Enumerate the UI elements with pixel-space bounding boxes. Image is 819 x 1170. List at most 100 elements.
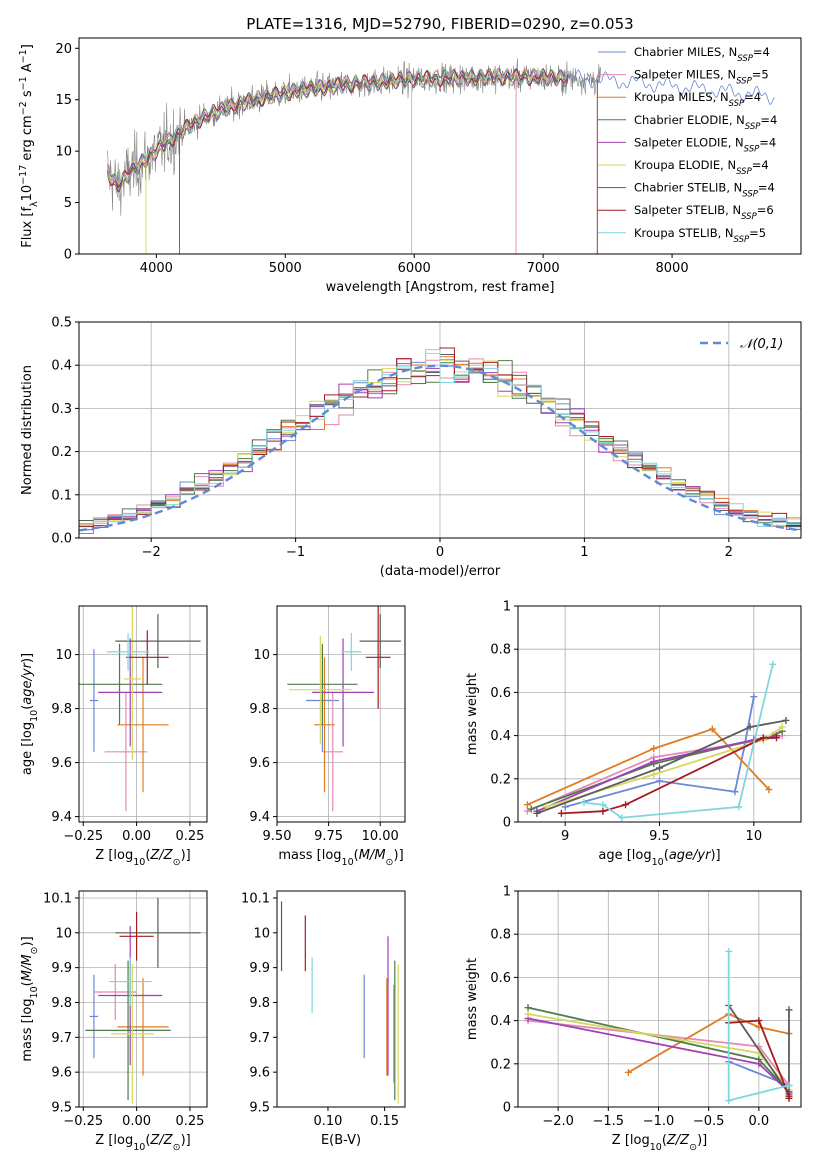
legend-entry-tail: =6 xyxy=(757,203,774,217)
residuals-xtick-label: 2 xyxy=(725,545,733,560)
legend-entry-sub: SSP xyxy=(741,212,757,222)
weight-vs-age-xlabel-part: age [log xyxy=(598,848,651,863)
age-vs-mass-ytick-label: 9.6 xyxy=(249,756,270,771)
mass-vs-ebv-ytick-label: 9.9 xyxy=(249,961,270,976)
spectrum-ylabel-part: ] xyxy=(20,44,35,49)
weight-vs-age-xlabel: age [log10(age/yr)] xyxy=(598,848,720,868)
weight-vs-age-ylabel: mass weight xyxy=(465,673,480,755)
residuals-xtick-label: 0 xyxy=(436,545,444,560)
weight-vs-Z-xlabel-part: Z/Z xyxy=(666,1133,690,1148)
age-vs-Z-xlabel: Z [log10(Z/Z⊙)] xyxy=(95,848,190,868)
spectrum-ylabel-part: A xyxy=(20,63,35,76)
spectrum-xtick-label: 4000 xyxy=(140,261,173,276)
spectrum-ylabel-part: λ xyxy=(29,201,40,207)
weight-vs-Z-marker xyxy=(785,1094,793,1102)
spectrum-xlabel-part: wavelength [Angstrom, rest frame] xyxy=(326,280,555,295)
legend-entry-tail: =4 xyxy=(752,158,769,172)
legend-entry-tail: =4 xyxy=(744,90,761,104)
legend-entry-2: Kroupa MILES, NSSP=4 xyxy=(634,90,761,109)
mass-vs-Z-xtick-label: 0.25 xyxy=(175,1114,204,1129)
age-vs-mass-xlabel-part: M/M xyxy=(359,848,386,863)
weight-vs-Z-series-2 xyxy=(627,1013,790,1074)
age-vs-Z-ylabel-part: )] xyxy=(20,653,35,663)
age-vs-Z-xtick-label: −0.25 xyxy=(63,829,103,844)
weight-vs-age-marker xyxy=(580,799,588,807)
spectrum-ytick-label: 20 xyxy=(55,42,72,57)
weight-vs-age-marker xyxy=(759,734,767,742)
spectrum-title: PLATE=1316, MJD=52790, FIBERID=0290, z=0… xyxy=(246,15,633,33)
legend-entry-sub: SSP xyxy=(744,144,760,154)
mass-vs-ebv-xtick-label: 0.15 xyxy=(370,1114,399,1129)
mass-vs-ebv-ytick-label: 9.7 xyxy=(249,1031,270,1046)
legend-entry-tail: =5 xyxy=(752,68,769,82)
legend-entry-tail: =4 xyxy=(753,45,770,59)
legend-entry-text: Chabrier ELODIE, N xyxy=(634,113,745,127)
legend-entry-text: Kroupa STELIB, N xyxy=(634,226,734,240)
residuals-xtick-label: −1 xyxy=(286,545,305,560)
weight-vs-Z-marker xyxy=(524,1010,532,1018)
weight-vs-age-marker xyxy=(523,807,531,815)
weight-vs-Z-xtick-label: 0.0 xyxy=(749,1114,770,1129)
residuals-ytick-label: 0.0 xyxy=(51,532,72,547)
weight-vs-Z-xlabel-part: Z [log xyxy=(612,1133,650,1148)
age-vs-Z-xlabel-part: ⊙ xyxy=(173,857,181,868)
residuals-ylabel: Normed distribution xyxy=(20,365,35,495)
weight-vs-Z-xtick-label: −1.5 xyxy=(593,1114,625,1129)
mass-vs-Z-ytick-label: 9.9 xyxy=(51,961,72,976)
mass-vs-Z-ylabel-part: ⊙ xyxy=(29,947,40,955)
legend-entry-text: Salpeter MILES, N xyxy=(634,68,736,82)
mass-vs-Z-ytick-label: 9.6 xyxy=(51,1066,72,1081)
mass-vs-Z-ylabel-part: 10 xyxy=(29,986,40,998)
weight-vs-Z-ytick-label: 0.2 xyxy=(490,1057,511,1072)
weight-vs-age-series-6 xyxy=(536,719,787,815)
residuals-ytick-label: 0.1 xyxy=(51,488,72,503)
spectrum-ylabel-part: s xyxy=(20,90,35,101)
residuals-xtick-label: 1 xyxy=(580,545,588,560)
weight-vs-Z-marker xyxy=(785,1081,793,1089)
mass-vs-ebv-ytick-label: 10 xyxy=(253,926,270,941)
age-vs-Z-xlabel-part: 10 xyxy=(133,857,145,868)
weight-vs-age-xtick-label: 10 xyxy=(746,829,763,844)
age-vs-Z-frame xyxy=(78,605,208,823)
legend-entry-5: Kroupa ELODIE, NSSP=4 xyxy=(634,158,769,177)
weight-vs-Z-frame xyxy=(517,890,802,1108)
age-vs-mass-ytick-label: 10 xyxy=(253,648,270,663)
legend-entry-sub: SSP xyxy=(745,122,761,132)
spectrum-ylabel: Flux [fλ10−17 erg cm−2 s−1 A−1] xyxy=(18,44,40,248)
legend-entry-text: Kroupa ELODIE, N xyxy=(634,158,736,172)
weight-vs-age-marker xyxy=(778,723,786,731)
spectrum-xtick-label: 5000 xyxy=(269,261,302,276)
residuals-ytick-label: 0.3 xyxy=(51,402,72,417)
age-vs-Z-ytick-label: 9.6 xyxy=(51,756,72,771)
spectrum-xtick-label: 8000 xyxy=(656,261,689,276)
mass-vs-Z-ylabel-part: mass [log xyxy=(20,998,35,1061)
weight-vs-age-marker xyxy=(599,807,607,815)
weight-vs-age-marker xyxy=(656,777,663,785)
mass-vs-Z-axes: −0.25 0.00 0.25 9.5 9.6 9.7 9.8 9.9 10 10.1 Z [log… xyxy=(20,890,208,1153)
weight-vs-Z-ytick-label: 1 xyxy=(503,885,511,900)
mass-vs-Z-frame xyxy=(78,890,208,1108)
weight-vs-age-marker xyxy=(750,693,758,701)
weight-vs-Z-marker xyxy=(755,1060,763,1068)
weight-vs-age-marker xyxy=(656,764,663,772)
age-vs-mass-xlabel-part: ⊙ xyxy=(386,857,394,868)
weight-vs-age-ytick-label: 0.4 xyxy=(490,729,511,744)
mass-vs-Z-xlabel-part: ⊙ xyxy=(173,1142,181,1153)
age-vs-Z-xlabel-part: Z [log xyxy=(95,848,133,863)
weight-vs-age-marker xyxy=(650,770,658,778)
mass-vs-ebv-frame xyxy=(276,890,406,1108)
residuals-axes: −2 −1 0 1 2 0.0 0.1 0.2 0.3 0.4 0.5 (data-model)/er… xyxy=(20,316,802,579)
age-vs-Z-ylabel-part: 10 xyxy=(29,710,40,722)
weight-vs-age-marker xyxy=(708,725,716,733)
age-vs-mass-xlabel-part: )] xyxy=(394,848,404,863)
spectrum-model-line-7 xyxy=(107,68,569,188)
weight-vs-Z-ytick-label: 0 xyxy=(503,1101,511,1116)
weight-vs-age-xlabel-part: )] xyxy=(710,848,720,863)
legend-entry-tail: =4 xyxy=(758,181,775,195)
age-vs-Z-xtick-label: 0.25 xyxy=(175,829,204,844)
mass-vs-Z-ytick-label: 10.1 xyxy=(43,891,72,906)
mass-vs-Z-ylabel-part: ( xyxy=(20,981,35,986)
spectrum-ylabel-part: Flux [f xyxy=(20,207,35,248)
